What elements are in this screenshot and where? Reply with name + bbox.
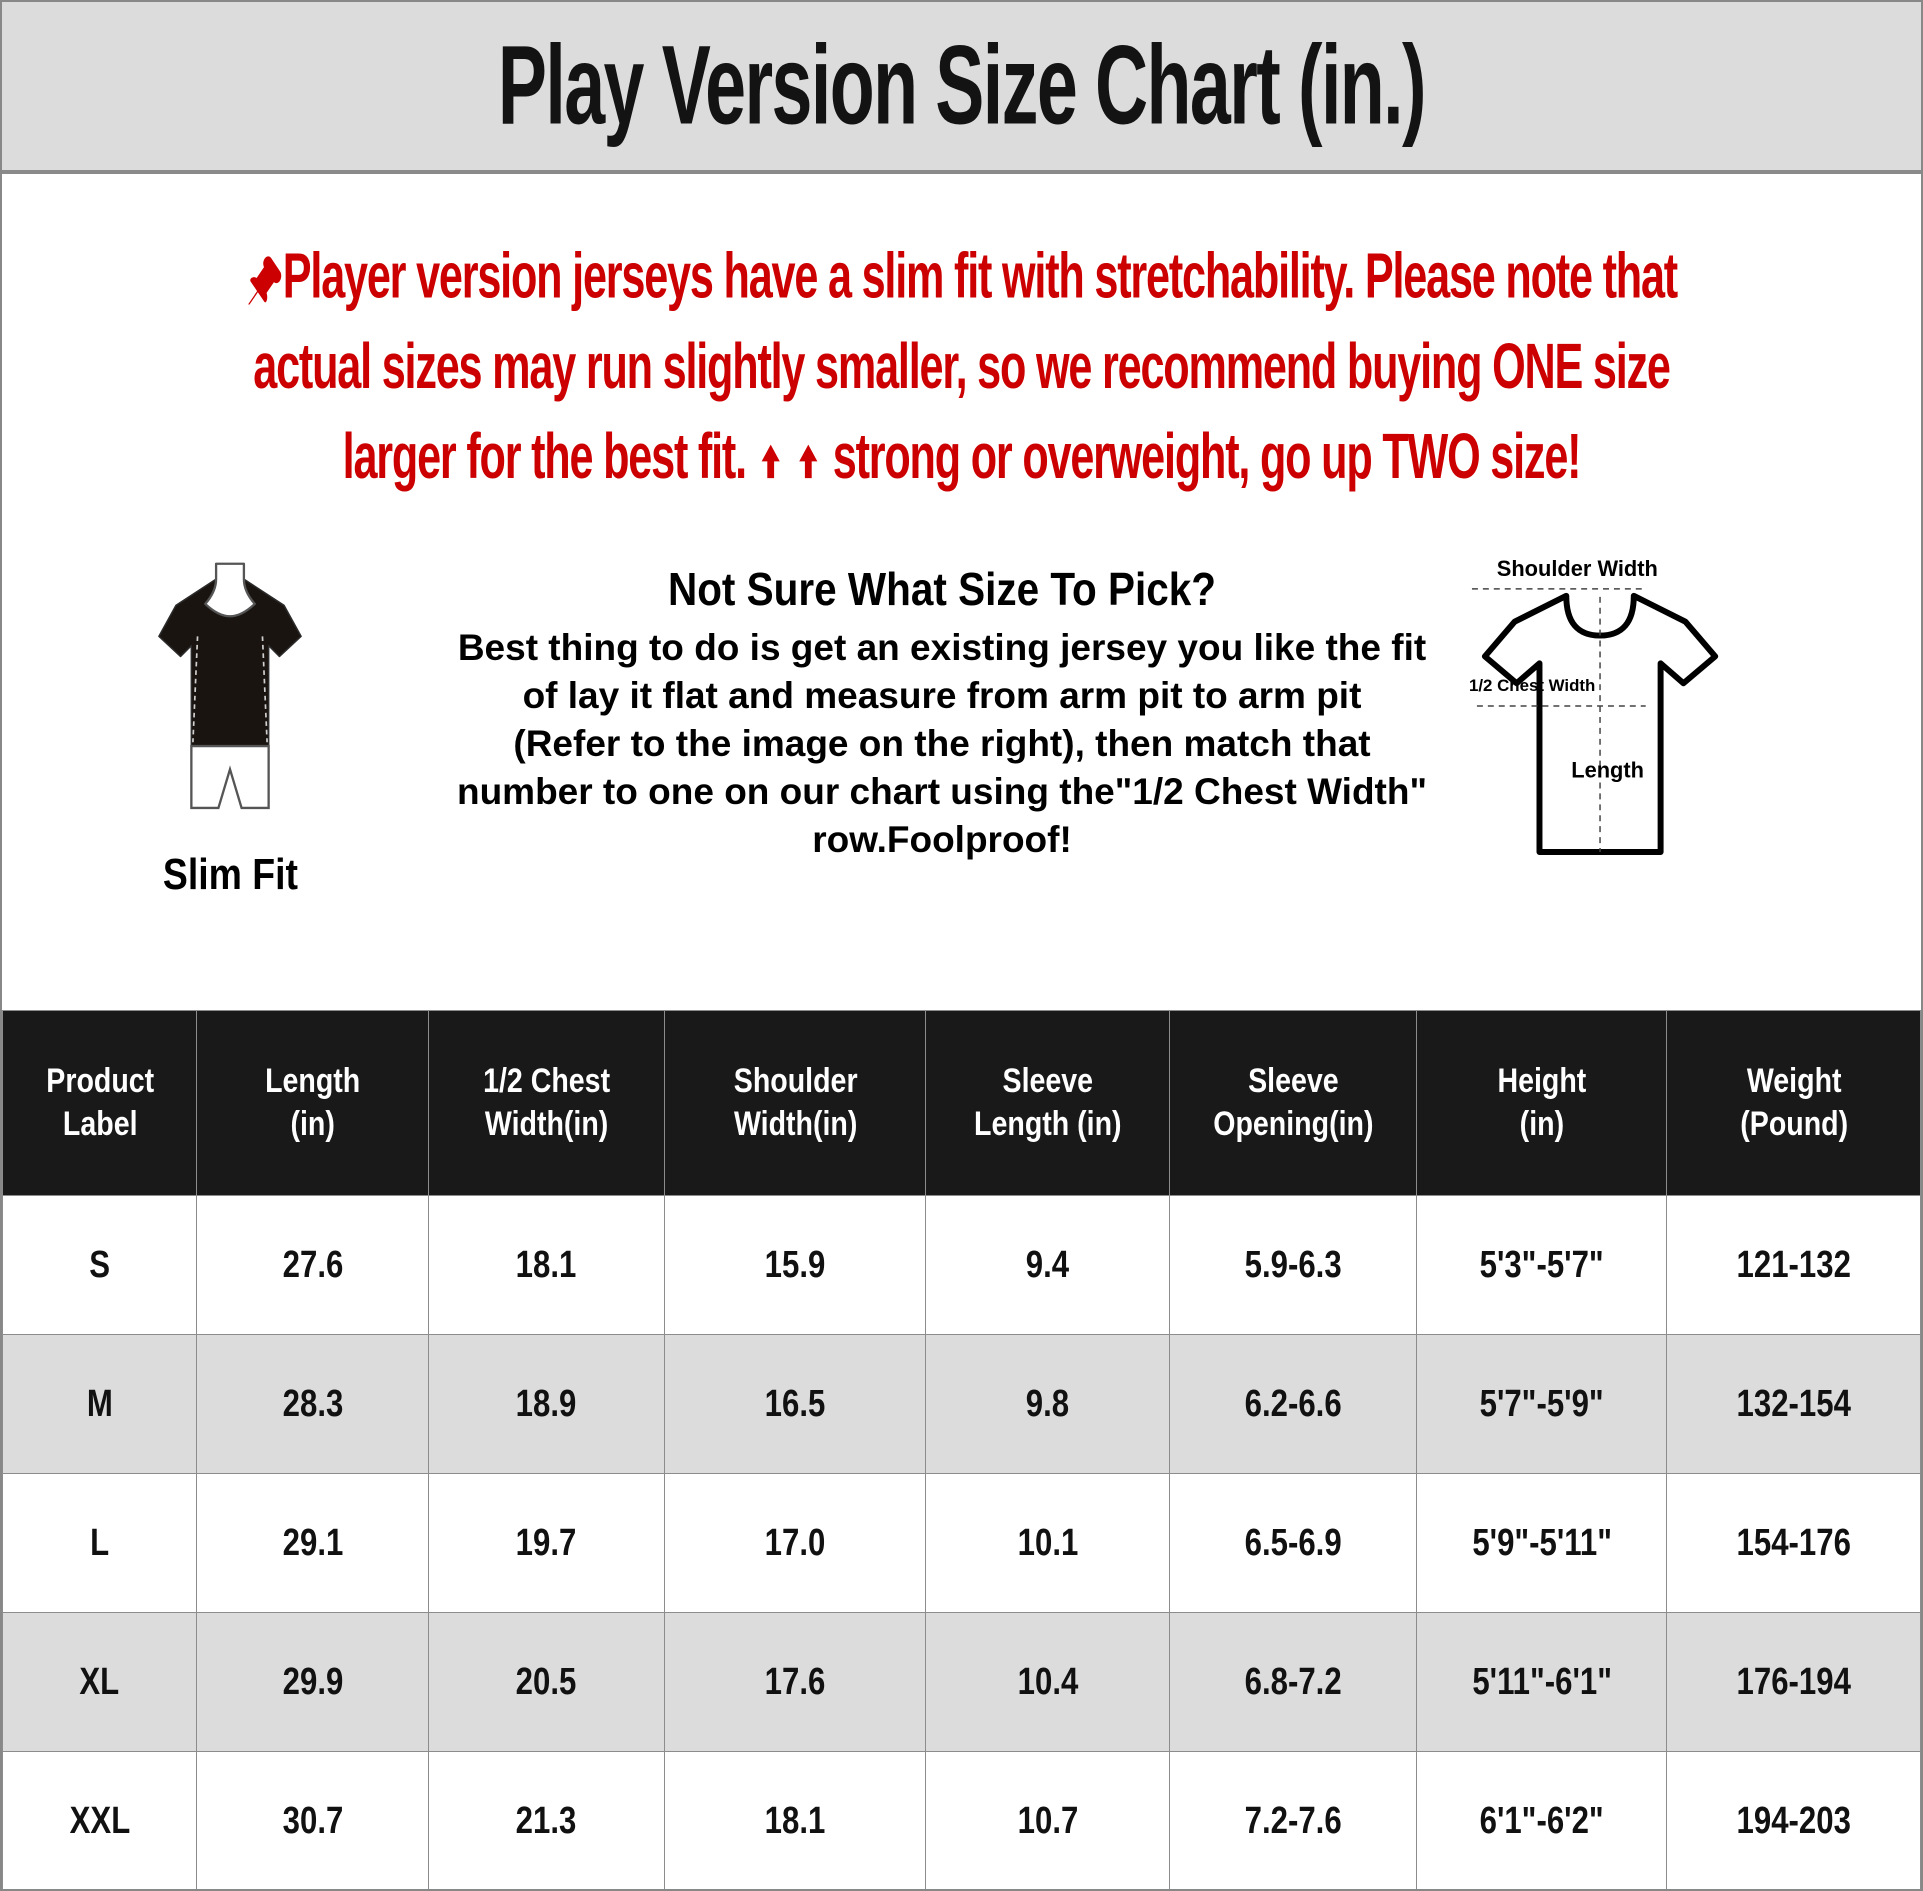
- svg-text:Length: Length: [1571, 758, 1644, 783]
- svg-text:Shoulder Width: Shoulder Width: [1497, 556, 1658, 581]
- svg-text:1/2 Chest Width: 1/2 Chest Width: [1469, 676, 1595, 695]
